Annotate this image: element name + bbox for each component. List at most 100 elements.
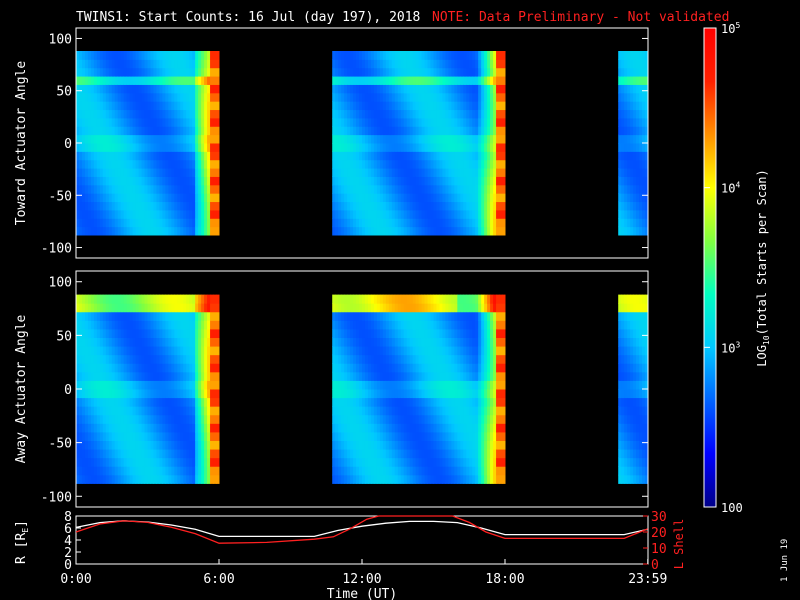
heatmap-cell	[96, 143, 101, 152]
heatmap-cell	[123, 126, 128, 136]
heatmap-cell	[364, 184, 369, 194]
heatmap-cell	[424, 134, 429, 144]
heatmap-cell	[135, 371, 140, 381]
heatmap-cell	[382, 303, 387, 313]
heatmap-cell	[379, 67, 384, 77]
heatmap-cell	[415, 466, 420, 476]
heatmap-cell	[186, 337, 190, 347]
heatmap-cell	[126, 218, 131, 228]
heatmap-cell	[96, 84, 101, 94]
heatmap-cell	[138, 193, 143, 203]
heatmap-cell	[439, 226, 443, 236]
heatmap-cell	[618, 184, 622, 194]
heatmap-cell	[403, 92, 408, 102]
heatmap-cell	[451, 67, 455, 77]
heatmap-cell	[394, 51, 399, 60]
heatmap-cell	[341, 423, 345, 433]
heatmap-cell	[204, 397, 208, 407]
heatmap-cell	[180, 397, 184, 407]
heatmap-cell	[460, 117, 464, 127]
heatmap-cell	[412, 371, 417, 381]
heatmap-cell	[502, 143, 506, 152]
heatmap-cell	[400, 320, 405, 330]
heatmap-cell	[353, 134, 357, 144]
heatmap-cell	[201, 117, 205, 127]
heatmap-cell	[412, 126, 417, 136]
heatmap-cell	[84, 337, 89, 347]
heatmap-cell	[347, 389, 351, 399]
heatmap-cell	[144, 449, 148, 459]
heatmap-cell	[189, 474, 193, 484]
heatmap-cell	[216, 406, 220, 416]
heatmap-cell	[207, 423, 211, 433]
heatmap-cell	[183, 397, 187, 407]
heatmap-cell	[213, 101, 217, 111]
heatmap-cell	[93, 337, 98, 347]
heatmap-cell	[421, 294, 426, 304]
heatmap-cell	[207, 143, 211, 152]
heatmap-cell	[126, 354, 131, 364]
heatmap-cell	[153, 168, 157, 177]
heatmap-cell	[490, 303, 494, 313]
heatmap-cell	[350, 126, 354, 136]
heatmap-cell	[126, 346, 131, 356]
heatmap-cell	[356, 76, 360, 85]
heatmap-cell	[192, 320, 196, 330]
heatmap-cell	[487, 151, 491, 161]
heatmap-cell	[367, 184, 372, 194]
heatmap-cell	[99, 209, 104, 219]
heatmap-cell	[618, 328, 622, 339]
heatmap-cell	[451, 126, 455, 136]
heatmap-cell	[180, 449, 184, 459]
heatmap-cell	[195, 209, 199, 219]
heatmap-cell	[645, 176, 649, 186]
heatmap-cell	[138, 92, 143, 102]
heatmap-cell	[496, 226, 500, 236]
heatmap-cell	[463, 303, 467, 313]
heatmap-cell	[335, 311, 339, 321]
heatmap-cell	[388, 431, 393, 441]
heatmap-cell	[183, 466, 187, 476]
heatmap-cell	[373, 143, 378, 152]
heatmap-cell	[376, 134, 381, 144]
heatmap-cell	[627, 226, 631, 236]
heatmap-cell	[156, 320, 160, 330]
heatmap-cell	[174, 294, 178, 304]
heatmap-cell	[350, 59, 354, 69]
heatmap-cell	[370, 126, 375, 136]
heatmap-cell	[469, 474, 473, 484]
heatmap-cell	[76, 389, 80, 399]
heatmap-cell	[466, 303, 470, 313]
heatmap-cell	[373, 346, 378, 356]
heatmap-cell	[93, 176, 98, 186]
heatmap-cell	[442, 449, 446, 459]
heatmap-cell	[394, 328, 399, 339]
heatmap-cell	[439, 363, 443, 373]
heatmap-cell	[409, 303, 414, 313]
heatmap-cell	[484, 176, 488, 186]
heatmap-cell	[481, 311, 485, 321]
heatmap-cell	[156, 201, 160, 211]
heatmap-cell	[123, 474, 128, 484]
heatmap-cell	[406, 320, 411, 330]
heatmap-cell	[162, 414, 166, 424]
heatmap-cell	[364, 311, 369, 321]
heatmap-cell	[382, 134, 387, 144]
heatmap-cell	[448, 84, 452, 94]
heatmap-cell	[150, 363, 154, 373]
heatmap-cell	[135, 320, 140, 330]
heatmap-cell	[451, 406, 455, 416]
heatmap-cell	[445, 168, 449, 177]
heatmap-cell	[195, 371, 199, 381]
heatmap-cell	[481, 354, 485, 364]
heatmap-cell	[445, 431, 449, 441]
heatmap-cell	[156, 466, 160, 476]
heatmap-cell	[195, 431, 199, 441]
heatmap-cell	[105, 168, 110, 177]
heatmap-cell	[442, 354, 446, 364]
heatmap-cell	[117, 294, 122, 304]
heatmap-cell	[126, 303, 131, 313]
heatmap-cell	[102, 92, 107, 102]
heatmap-cell	[475, 67, 479, 77]
heatmap-cell	[162, 440, 166, 450]
